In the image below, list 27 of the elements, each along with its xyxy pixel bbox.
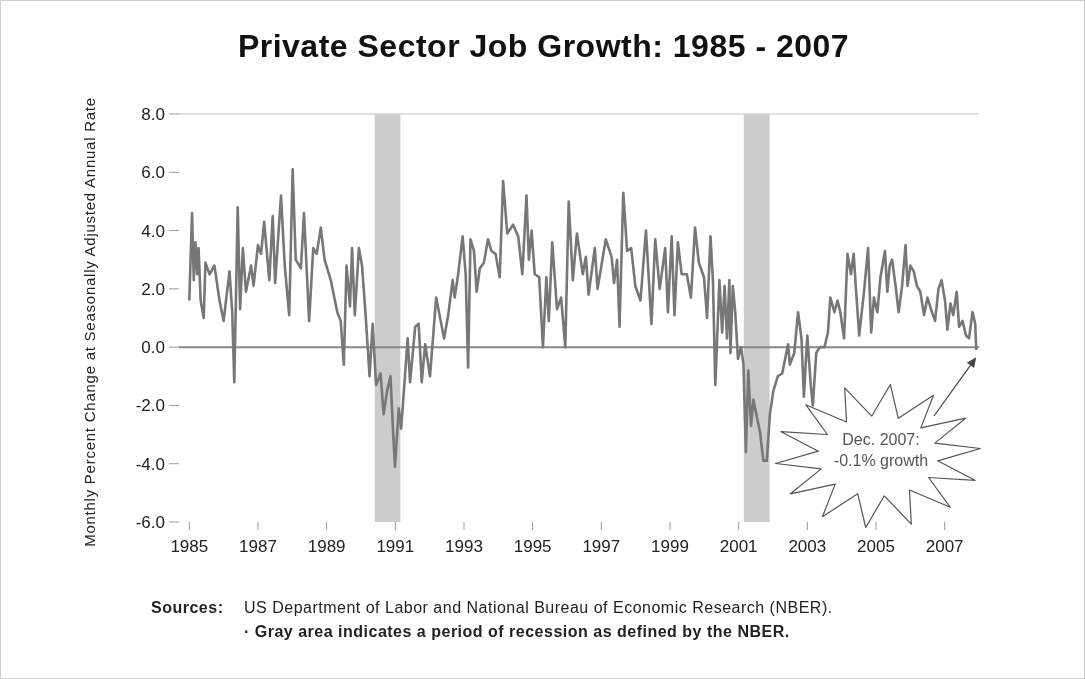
x-tick-label: 2001 — [719, 537, 758, 557]
x-tick-label: 2007 — [925, 537, 964, 557]
x-tick-label: 1985 — [170, 537, 209, 557]
line-series — [188, 168, 978, 468]
x-tick-label: 1997 — [582, 537, 621, 557]
text: US Department of Labor and National Bureau of Economic Research (NBER). — [244, 599, 833, 616]
x-tick-label: 1993 — [445, 537, 483, 557]
x-tick-label: 1991 — [376, 537, 415, 557]
annotation: Dec. 2007: -0.1% growth — [833, 431, 929, 469]
x-tick-label: 1987 — [239, 537, 277, 557]
y-tick-label: 4.0 — [141, 221, 165, 241]
y-tick-label: -4.0 — [135, 454, 165, 474]
source-note: Sources: — [151, 599, 224, 616]
x-tick-label: 1995 — [513, 537, 552, 557]
x-tick-label: 1999 — [651, 537, 689, 557]
y-tick-label: 8.0 — [141, 105, 165, 125]
chart-title: Private Sector Job Growth: 1985 - 2007 — [237, 28, 850, 64]
y-tick-label: 0.0 — [141, 338, 165, 358]
y-tick-label: 2.0 — [141, 279, 165, 299]
y-axis-title: Monthly Percent Change at Seasonally Adjusted Annual Rate — [81, 97, 98, 547]
text: · Gray area indicates a period of recession as defined by the NBER. — [244, 623, 790, 640]
y-tick-label: -2.0 — [135, 396, 165, 416]
x-tick-label: 1989 — [307, 537, 346, 557]
y-tick-label: 6.0 — [141, 163, 165, 183]
x-tick-label: 2003 — [788, 537, 827, 557]
x-tick-label: 2005 — [857, 537, 895, 557]
y-tick-label: -6.0 — [135, 513, 165, 533]
